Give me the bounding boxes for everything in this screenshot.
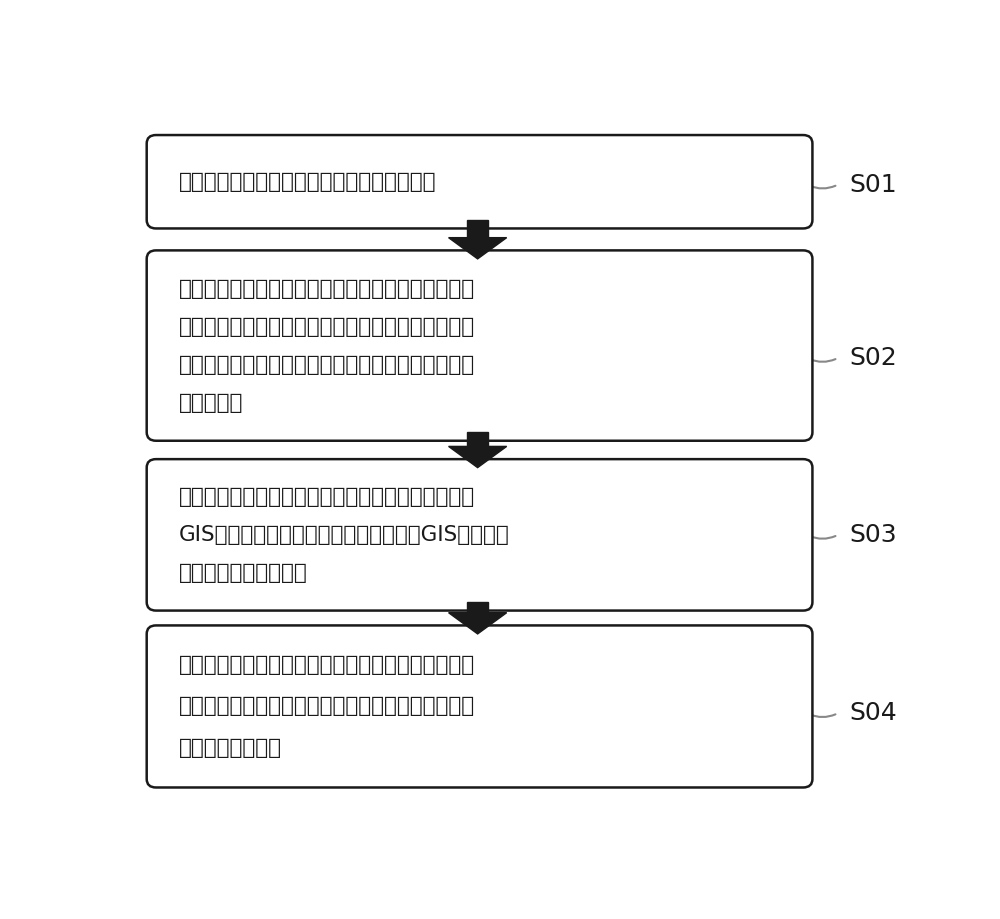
FancyBboxPatch shape (147, 250, 812, 441)
Text: 数据、冬候鸟生境周边线路杆塔坐标及发生鸟害故障: 数据、冬候鸟生境周边线路杆塔坐标及发生鸟害故障 (179, 355, 475, 375)
Text: 次数数据。: 次数数据。 (179, 392, 244, 413)
Polygon shape (449, 238, 507, 259)
Text: 照鸟害风险等级从低到高排列，最终生成并输出电网: 照鸟害风险等级从低到高排列，最终生成并输出电网 (179, 697, 475, 717)
Text: 分别得到相应专题图。: 分别得到相应专题图。 (179, 562, 308, 583)
Polygon shape (449, 447, 507, 468)
Polygon shape (467, 220, 488, 238)
Text: S01: S01 (850, 173, 897, 197)
Text: S04: S04 (850, 701, 897, 725)
Text: 根据用户指令，设定电网鸟害图绘制区域范围: 根据用户指令，设定电网鸟害图绘制区域范围 (179, 172, 437, 192)
Text: 数据、冬候鸟生境如水域湿地、农田村镇的矢量图层: 数据、冬候鸟生境如水域湿地、农田村镇的矢量图层 (179, 316, 475, 336)
Text: 根据获取的冬候鸟迁徙路径及生境矢量图层数据进行: 根据获取的冬候鸟迁徙路径及生境矢量图层数据进行 (179, 487, 475, 507)
FancyBboxPatch shape (147, 626, 812, 788)
Polygon shape (467, 432, 488, 447)
Polygon shape (449, 613, 507, 634)
Text: 输电线路鸟害图。: 输电线路鸟害图。 (179, 738, 282, 758)
Text: 获取所述绘制区域范围内的冬候鸟迁徙路径矢量图层: 获取所述绘制区域范围内的冬候鸟迁徙路径矢量图层 (179, 278, 475, 299)
Polygon shape (467, 602, 488, 613)
Text: 将缓冲分析和插値分析得到专题图进行融合，并将参: 将缓冲分析和插値分析得到专题图进行融合，并将参 (179, 655, 475, 675)
Text: S02: S02 (850, 346, 897, 370)
Text: GIS缓冲分析和对鸟害历史故障数据进行GIS插値分析: GIS缓冲分析和对鸟害历史故障数据进行GIS插値分析 (179, 525, 510, 545)
FancyBboxPatch shape (147, 460, 812, 610)
Text: S03: S03 (850, 523, 897, 547)
FancyBboxPatch shape (147, 135, 812, 229)
